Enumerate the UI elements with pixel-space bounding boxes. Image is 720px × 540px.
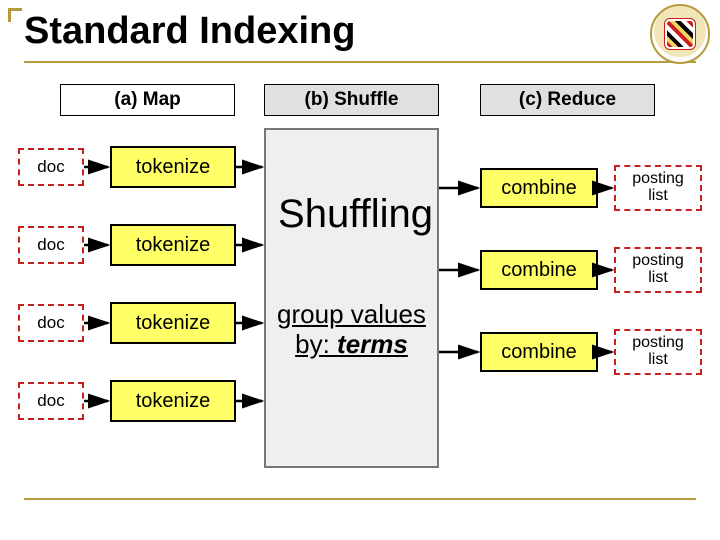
group-line1: group values [277, 299, 426, 329]
title-area: Standard Indexing [24, 10, 696, 63]
title-rule [24, 61, 696, 63]
group-line2b: terms [337, 329, 408, 359]
page-title: Standard Indexing [24, 10, 696, 59]
shuffle-panel [264, 128, 439, 468]
posting-list-box: postinglist [614, 329, 702, 375]
combine-box: combine [480, 250, 598, 290]
phase-header-shuffle: (b) Shuffle [264, 84, 439, 116]
tokenize-box: tokenize [110, 302, 236, 344]
shuffle-group-text: group values by: terms [262, 300, 441, 360]
posting-list-box: postinglist [614, 247, 702, 293]
doc-box: doc [18, 382, 84, 420]
phase-header-map: (a) Map [60, 84, 235, 116]
phase-header-reduce-label: (c) Reduce [519, 89, 616, 111]
phase-header-reduce: (c) Reduce [480, 84, 655, 116]
phase-header-map-label: (a) Map [114, 89, 181, 111]
tokenize-box: tokenize [110, 380, 236, 422]
posting-list-box: postinglist [614, 165, 702, 211]
doc-box: doc [18, 226, 84, 264]
combine-box: combine [480, 168, 598, 208]
tokenize-box: tokenize [110, 224, 236, 266]
doc-box: doc [18, 304, 84, 342]
combine-box: combine [480, 332, 598, 372]
phase-header-shuffle-label: (b) Shuffle [305, 89, 399, 111]
doc-box: doc [18, 148, 84, 186]
shuffle-big-label: Shuffling [260, 192, 451, 237]
umd-logo [650, 4, 710, 64]
corner-tick [8, 8, 22, 22]
umd-logo-flag [667, 21, 693, 47]
group-line2a: by: [295, 329, 337, 359]
tokenize-box: tokenize [110, 146, 236, 188]
footer-rule [24, 498, 696, 500]
